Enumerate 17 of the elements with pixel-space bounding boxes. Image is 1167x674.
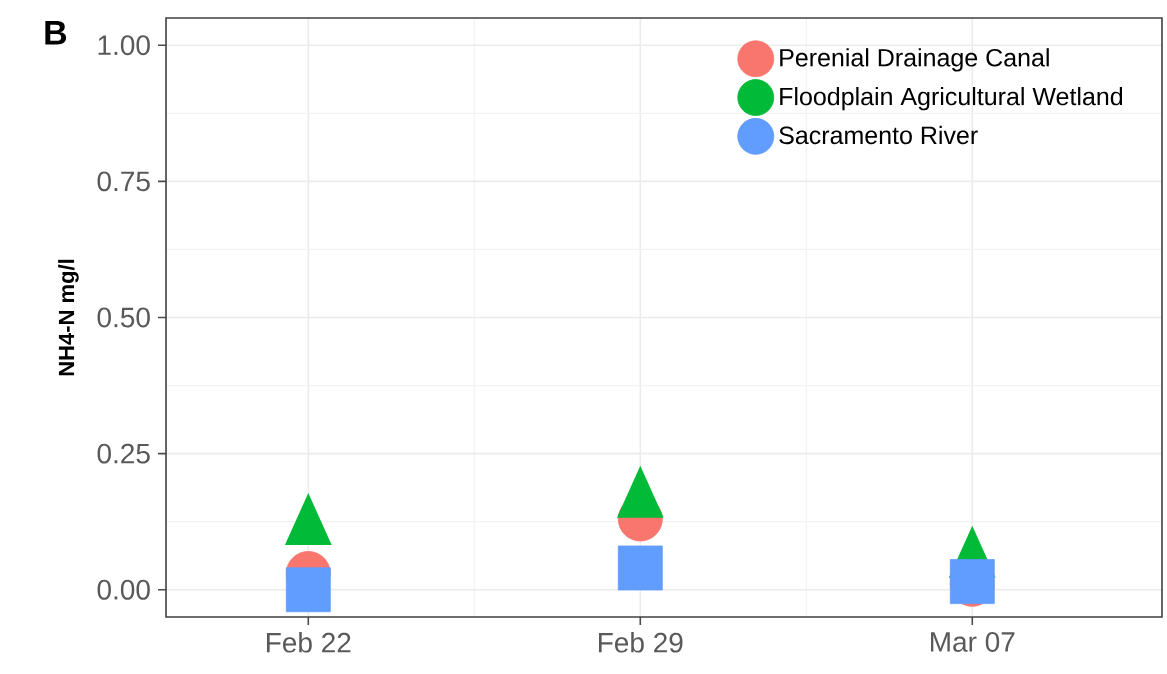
legend-label: Sacramento River (779, 125, 978, 145)
y-tick-label: 1.00 (98, 35, 150, 56)
x-tick-label: Mar 07 (931, 632, 1015, 652)
text: B (45, 21, 67, 45)
x-tick-label: Feb 22 (267, 632, 351, 653)
point (285, 567, 331, 613)
point (616, 465, 664, 518)
point (284, 492, 332, 545)
y-tick-label: 0.25 (97, 443, 150, 464)
legend-label: Floodplain Agricultural Wetland (780, 86, 1123, 111)
legend-label: Perenial Drainage Canal (780, 48, 1049, 72)
x-tick-label: Feb 29 (598, 632, 683, 653)
y-axis-title: NH4-N mg/l (58, 259, 79, 376)
y-tick-label: 0.75 (97, 171, 150, 192)
y-tick-label: 0.00 (97, 579, 150, 600)
y-tick-label: 0.50 (97, 307, 150, 328)
point (617, 545, 663, 591)
